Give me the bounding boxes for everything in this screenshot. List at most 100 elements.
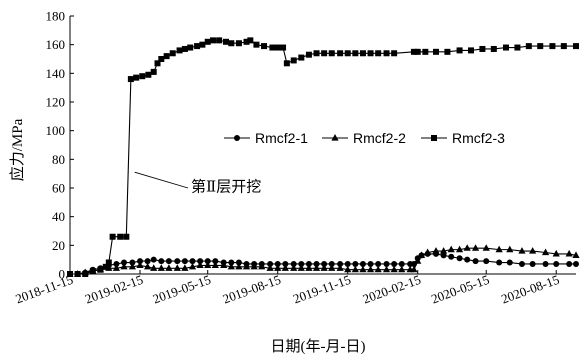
legend: Rmcf2-1 Rmcf2-2 Rmcf2-3 [224,130,505,146]
data-point [269,44,276,51]
x-axis-ticks: 2018-11-15 2019-02-15 2019-05-15 2019-08-15… [13,270,561,307]
data-point [506,259,513,266]
data-point [144,262,152,270]
data-point [274,44,281,51]
x-tick-label: 2019-02-15 [83,272,145,307]
data-point [109,233,116,240]
data-point [472,258,479,265]
annotation-label: 第Ⅱ层开挖 [191,177,261,195]
axes [69,16,576,275]
legend-label: Rmcf2-2 [353,130,406,146]
x-tick-label: 2020-08-15 [499,272,561,307]
data-point [123,233,130,240]
data-point [305,51,312,58]
data-point [298,54,305,61]
data-point [181,264,189,271]
series-line [70,247,577,275]
data-point [383,260,390,267]
series-line [70,253,576,275]
data-point [566,260,573,267]
data-point [163,53,170,60]
legend-marker [234,135,240,141]
data-point [337,50,344,57]
data-point [541,248,550,256]
data-point [174,258,181,265]
data-point [247,37,254,44]
data-point [344,50,351,57]
data-point [518,247,526,254]
data-point [212,258,219,265]
data-point [366,265,375,273]
data-point [506,245,514,253]
data-point [455,245,464,253]
data-point [424,248,432,256]
data-point [514,44,521,51]
data-point [181,258,188,265]
data-point [542,260,549,267]
data-point [243,38,250,45]
data-point [120,262,128,270]
data-point [112,264,121,271]
data-point [145,71,152,78]
data-point [467,47,474,54]
data-point [572,251,580,258]
y-tick-label: 40 [52,209,65,224]
data-point [518,260,525,267]
data-point [463,244,471,251]
data-point [197,258,204,265]
data-point [188,262,197,270]
data-point [194,43,201,50]
data-point [216,37,223,44]
data-point [266,264,274,271]
data-point [127,76,134,83]
data-point [573,260,579,267]
data-point [187,44,194,51]
data-point [549,43,556,50]
data-point [136,261,144,268]
data-point [382,265,391,273]
data-point [211,261,219,268]
legend-item-rmcf2-2: Rmcf2-2 [322,130,406,146]
data-point [173,264,181,271]
data-point [150,264,158,271]
data-point [144,258,151,265]
x-axis-title: 日期(年-月-日) [271,338,366,355]
data-point [117,233,124,240]
data-point [89,268,96,275]
data-point [367,50,374,57]
data-point [228,259,235,266]
data-point [344,260,351,267]
data-point [165,258,172,265]
data-point [417,251,426,258]
data-point [150,256,157,263]
data-point [560,43,567,50]
data-point [242,262,251,270]
data-point [158,258,165,265]
data-point [157,264,165,271]
data-point [359,265,367,273]
data-point [297,264,305,271]
data-point [398,260,405,267]
data-point [383,50,390,57]
data-point [139,73,146,80]
y-tick-label: 120 [46,95,66,110]
data-point [525,43,532,50]
data-point [321,50,328,57]
data-point [128,262,136,270]
data-point [220,261,228,268]
data-point [222,38,229,45]
x-tick-label: 2019-08-15 [221,272,283,307]
data-point [181,45,188,52]
legend-label: Rmcf2-3 [452,130,505,146]
x-tick-label: 2020-05-15 [429,272,491,307]
y-tick-label: 0 [59,267,66,282]
data-point [210,37,217,44]
data-point [227,262,235,270]
data-point [204,261,212,268]
data-point [235,259,242,266]
data-point [228,40,235,47]
y-tick-label: 180 [46,9,66,24]
data-point [74,271,81,277]
y-tick-label: 160 [46,37,66,52]
